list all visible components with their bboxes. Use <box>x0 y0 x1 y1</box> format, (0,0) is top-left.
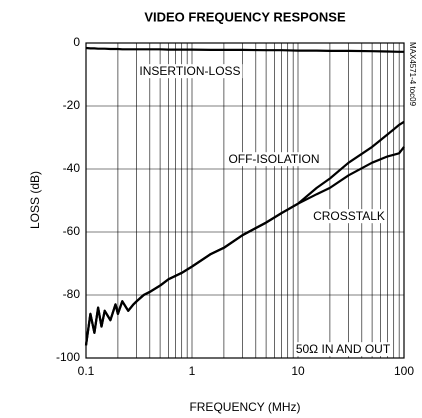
y-tick-label: -20 <box>63 98 81 112</box>
annotation-bg <box>226 152 322 167</box>
annotation: 50Ω IN AND OUT <box>296 342 391 356</box>
annotation-bg <box>293 342 393 357</box>
chart-title: VIDEO FREQUENCY RESPONSE <box>144 9 346 24</box>
annotation-bg <box>311 209 387 224</box>
plot-frame <box>85 42 405 359</box>
y-axis-label: LOSS (dB) <box>28 171 42 229</box>
y-tick-label: 0 <box>73 35 80 49</box>
x-tick-label: 10 <box>291 364 305 378</box>
x-tick-label: 1 <box>189 364 196 378</box>
y-tick-label: -40 <box>63 161 81 175</box>
x-axis-label: FREQUENCY (MHz) <box>189 400 300 414</box>
annotation: OFF-ISOLATION <box>228 152 319 166</box>
annotation: CROSSTALK <box>313 209 385 223</box>
side-label: MAX4571-4 toc09 <box>408 42 417 107</box>
series-line <box>85 46 404 53</box>
y-tick-label: -80 <box>63 287 81 301</box>
annotation: INSERTION-LOSS <box>139 64 240 78</box>
y-tick-label: -100 <box>56 350 80 364</box>
x-tick-label: 100 <box>394 364 414 378</box>
annotation-bg <box>137 64 243 79</box>
series-line <box>84 146 405 346</box>
x-tick-label: 0.1 <box>78 364 95 378</box>
y-tick-label: -60 <box>63 224 81 238</box>
